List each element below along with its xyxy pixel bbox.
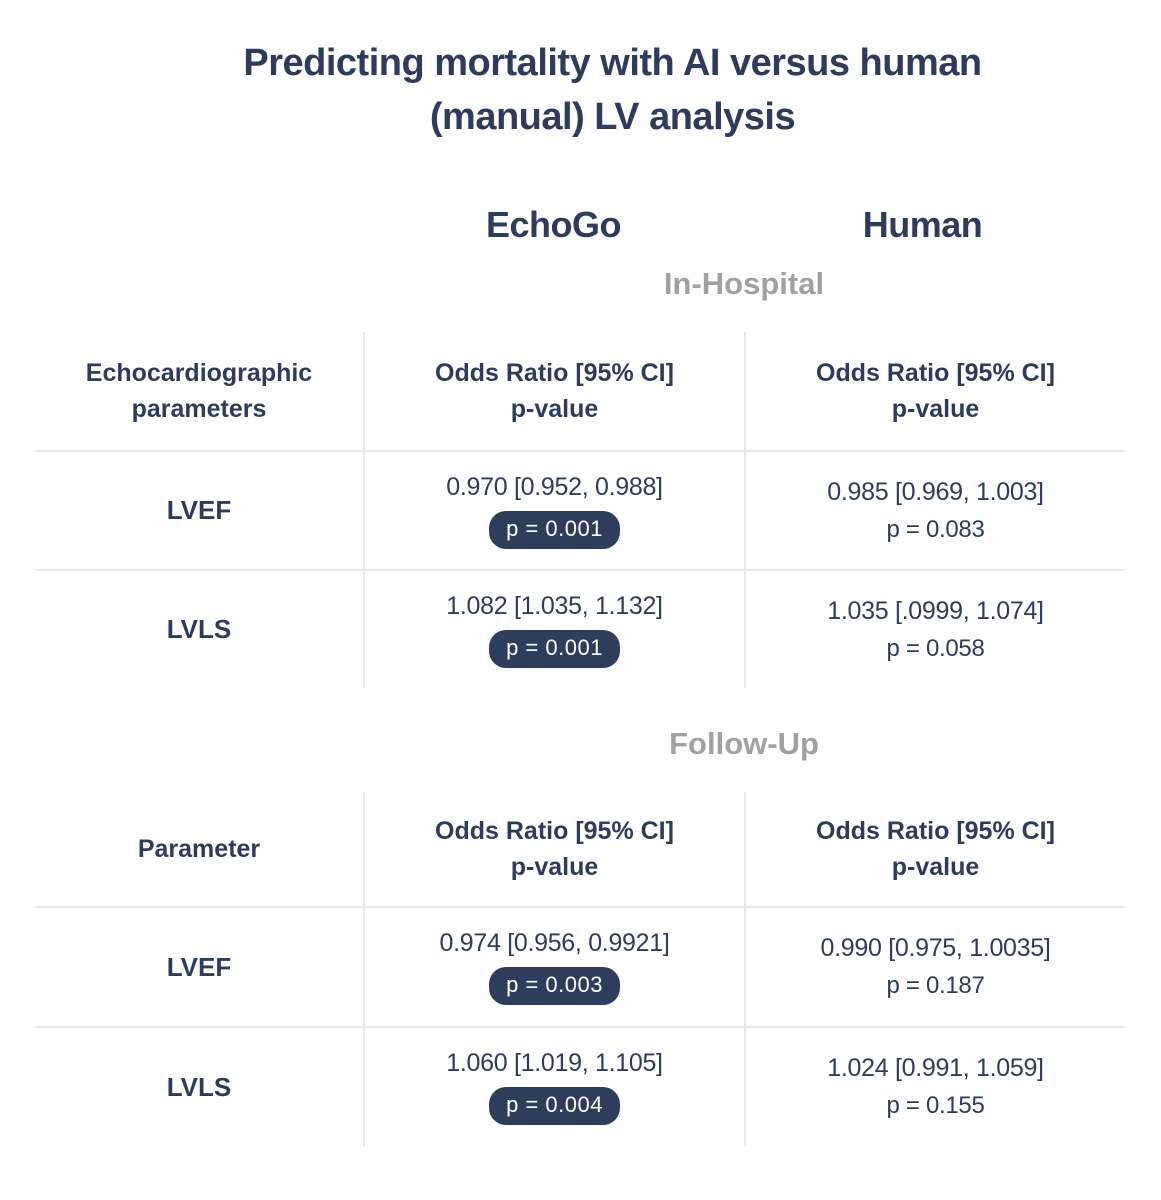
odds-ratio-value: 1.060 [1.019, 1.105] [446,1049,663,1077]
param-label: LVLS [166,614,232,644]
p-value-badge: p = 0.004 [489,1087,620,1125]
human-value-header-label: Odds Ratio [95% CI] p-value [816,359,1055,423]
odds-ratio-value: 1.082 [1.035, 1.132] [446,591,663,620]
p-value-text: p = 0.058 [886,634,985,662]
section-label-follow-up: Follow-Up [669,726,819,761]
human-value-header-label: Odds Ratio [95% CI] p-value [816,817,1055,881]
odds-ratio-value: 0.974 [0.956, 0.9921] [439,929,670,957]
odds-ratio-value: 1.024 [0.991, 1.059] [827,1054,1044,1082]
p-value-text: p = 0.187 [886,972,985,999]
group-header-row: EchoGo Human [35,202,1125,248]
param-label: LVLS [166,1071,232,1102]
section-label-in-hospital: In-Hospital [663,266,825,301]
human-value-cell: 0.990 [0.975, 1.0035] p = 0.187 [744,906,1125,1026]
param-cell: LVLS [35,1026,363,1146]
param-header-label: Parameter [137,835,261,863]
human-value-cell: 1.035 [.0999, 1.074] p = 0.058 [744,569,1125,688]
param-label: LVEF [166,951,232,982]
echogo-value-header-label: Odds Ratio [95% CI] p-value [435,359,674,423]
echogo-value-cell: 1.060 [1.019, 1.105] p = 0.004 [363,1026,744,1146]
echogo-value-header-label: Odds Ratio [95% CI] p-value [435,817,674,881]
param-cell: LVEF [35,906,363,1026]
param-header-label: Echocardiographic parameters [85,359,313,423]
p-value-badge: p = 0.001 [489,629,620,668]
echogo-value-cell: 1.082 [1.035, 1.132] p = 0.001 [363,569,744,688]
odds-ratio-value: 0.985 [0.969, 1.003] [827,477,1044,506]
group-header-spacer [35,202,363,248]
human-value-header-cell: Odds Ratio [95% CI] p-value [744,792,1125,906]
echogo-value-header-cell: Odds Ratio [95% CI] p-value [363,792,744,906]
human-value-cell: 1.024 [0.991, 1.059] p = 0.155 [744,1026,1125,1146]
p-value-badge: p = 0.001 [489,510,620,549]
param-cell: LVLS [35,569,363,688]
group-header-echogo: EchoGo [485,204,622,245]
human-value-header-cell: Odds Ratio [95% CI] p-value [744,332,1125,450]
param-label: LVEF [166,495,232,525]
p-value-text: p = 0.155 [886,1092,985,1119]
param-cell: LVEF [35,450,363,569]
chart-title: Predicting mortality with AI versus huma… [0,0,1161,144]
odds-ratio-value: 0.970 [0.952, 0.988] [446,472,663,501]
echogo-value-header-cell: Odds Ratio [95% CI] p-value [363,332,744,450]
odds-ratio-value: 0.990 [0.975, 1.0035] [820,934,1051,962]
odds-ratio-value: 1.035 [.0999, 1.074] [827,596,1044,625]
p-value-badge: p = 0.003 [489,967,620,1005]
follow-up-table: Parameter Odds Ratio [95% CI] p-value Od… [35,792,1125,1146]
group-header-human: Human [862,204,983,245]
param-header-cell: Echocardiographic parameters [35,332,363,450]
human-value-cell: 0.985 [0.969, 1.003] p = 0.083 [744,450,1125,569]
chart-title-line1: Predicting mortality with AI versus huma… [243,42,982,84]
chart-title-line2: (manual) LV analysis [429,96,796,138]
p-value-text: p = 0.083 [886,515,985,543]
echogo-value-cell: 0.970 [0.952, 0.988] p = 0.001 [363,450,744,569]
param-header-cell: Parameter [35,792,363,906]
in-hospital-table: Echocardiographic parameters Odds Ratio … [35,332,1125,688]
echogo-value-cell: 0.974 [0.956, 0.9921] p = 0.003 [363,906,744,1026]
